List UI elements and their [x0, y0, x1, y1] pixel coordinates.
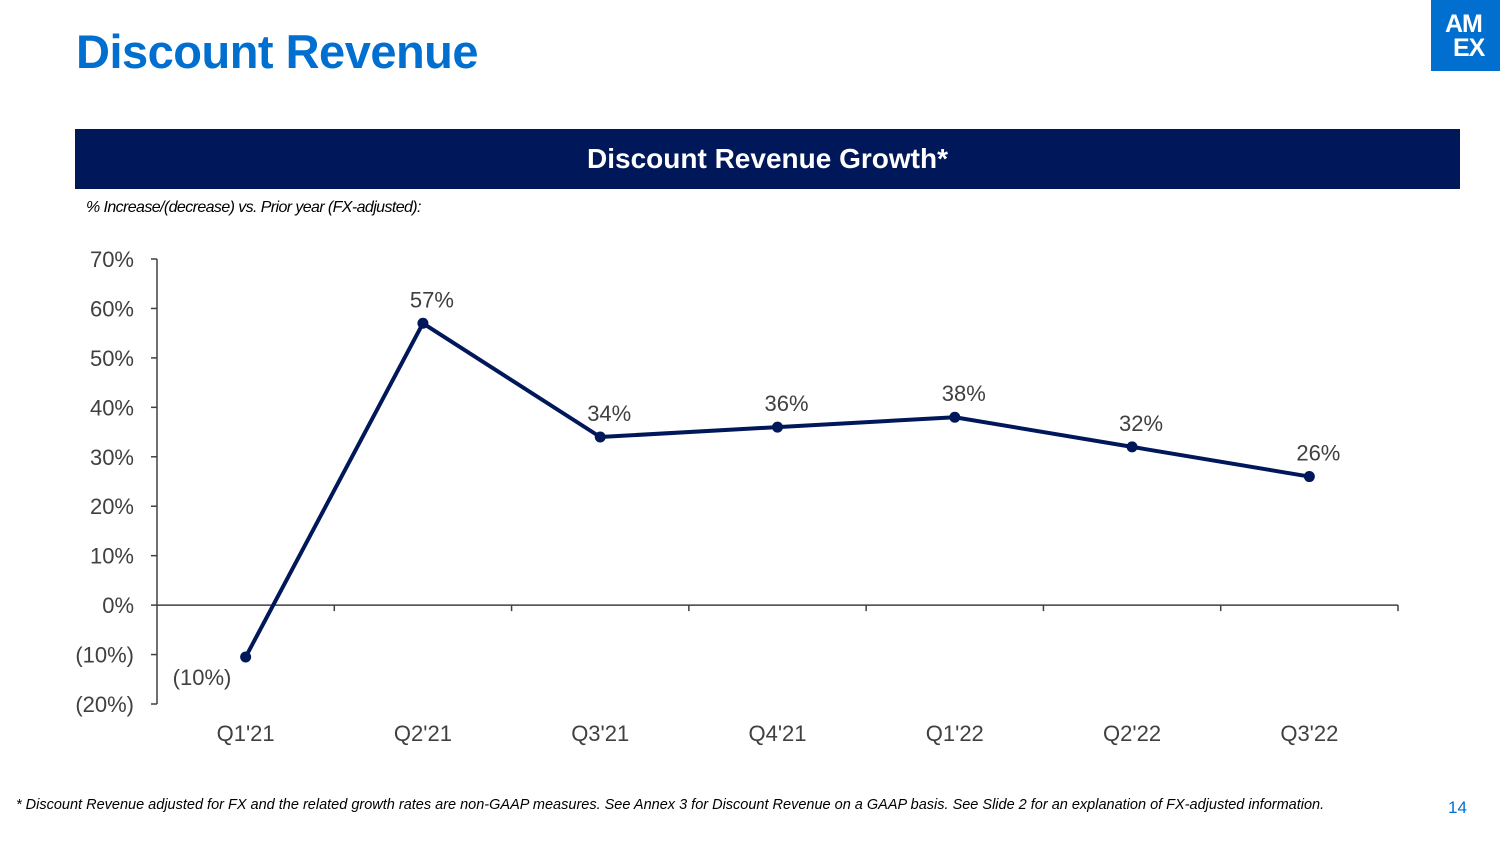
x-tick-label: Q4'21	[748, 721, 806, 746]
data-point	[1303, 471, 1315, 483]
y-tick-label: 70%	[90, 247, 134, 272]
data-label: 32%	[1119, 411, 1163, 436]
data-point	[1126, 441, 1138, 453]
page-title: Discount Revenue	[76, 25, 479, 78]
x-tick-label: Q1'22	[926, 721, 984, 746]
data-label: 36%	[764, 391, 808, 416]
data-label: 26%	[1296, 441, 1340, 466]
y-tick-label: 0%	[102, 593, 134, 618]
data-label: 38%	[942, 381, 986, 406]
x-tick-label: Q2'21	[394, 721, 452, 746]
data-label: (10%)	[173, 665, 232, 690]
x-tick-label: Q1'21	[217, 721, 275, 746]
page-number: 14	[1448, 798, 1467, 817]
y-tick-label: 10%	[90, 544, 134, 569]
x-tick-label: Q2'22	[1103, 721, 1161, 746]
amex-logo: AM EX	[1431, 0, 1500, 71]
chart-subtitle: % Increase/(decrease) vs. Prior year (FX…	[86, 199, 421, 216]
data-point	[594, 431, 606, 443]
y-tick-label: (20%)	[75, 692, 134, 717]
data-point	[417, 317, 429, 329]
y-tick-label: (10%)	[75, 643, 134, 668]
data-label: 34%	[587, 401, 631, 426]
y-tick-label: 50%	[90, 346, 134, 371]
x-tick-label: Q3'21	[571, 721, 629, 746]
data-point	[240, 651, 252, 663]
chart-title-banner: Discount Revenue Growth*	[75, 129, 1460, 189]
y-tick-label: 20%	[90, 494, 134, 519]
footnote: * Discount Revenue adjusted for FX and t…	[16, 797, 1325, 813]
logo-text-bottom: EX	[1453, 34, 1485, 62]
data-label: 57%	[410, 287, 454, 312]
logo-text-top: AM	[1445, 10, 1483, 38]
series-line	[243, 321, 1310, 658]
x-tick-label: Q3'22	[1280, 721, 1338, 746]
data-point	[949, 411, 961, 423]
y-tick-label: 30%	[90, 445, 134, 470]
y-tick-label: 60%	[90, 296, 134, 321]
data-point	[772, 421, 783, 433]
y-tick-label: 40%	[90, 395, 134, 420]
